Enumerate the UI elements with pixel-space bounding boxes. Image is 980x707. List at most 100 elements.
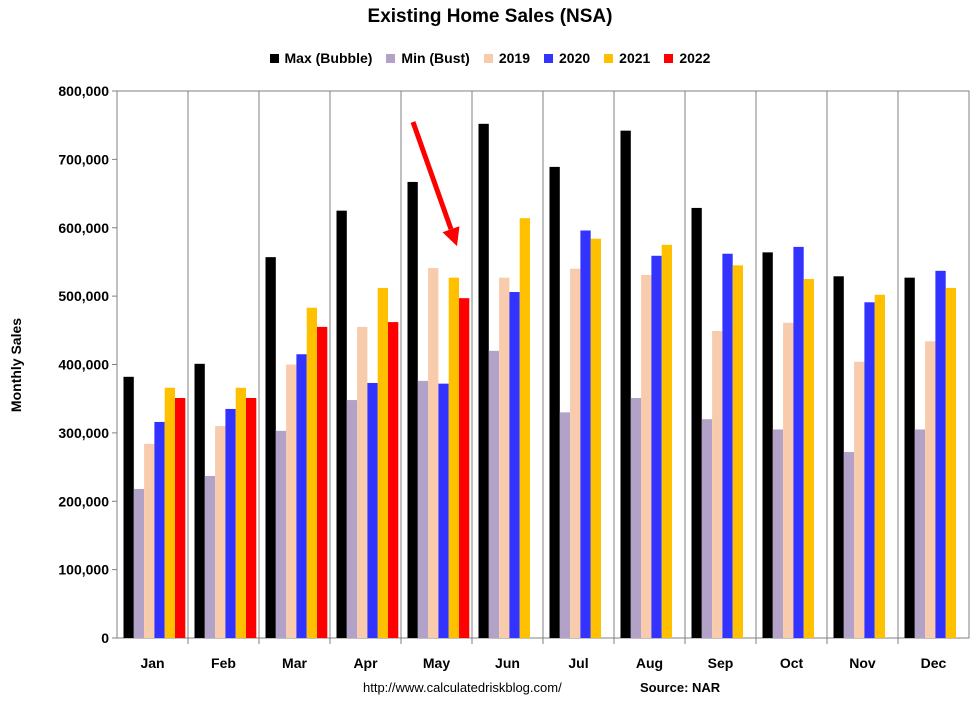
bar <box>509 292 520 638</box>
bar <box>803 279 814 638</box>
bar <box>854 361 865 638</box>
bar <box>194 363 205 638</box>
bar <box>833 276 844 638</box>
bar <box>772 429 784 638</box>
x-tick-label: Aug <box>636 655 663 671</box>
x-tick-label: Jun <box>495 655 520 671</box>
bar <box>691 207 702 638</box>
bar <box>843 452 855 638</box>
legend-swatch <box>544 53 553 63</box>
bar <box>286 364 297 638</box>
legend-label: Min (Bust) <box>401 50 470 66</box>
legend-item: 2022 <box>664 48 710 68</box>
y-tick-label: 400,000 <box>58 357 109 373</box>
bar <box>549 166 560 639</box>
bar <box>367 382 378 638</box>
legend-swatch <box>604 53 614 63</box>
bar <box>204 475 216 638</box>
bar <box>459 298 470 638</box>
bar <box>336 210 347 638</box>
bar <box>570 268 581 638</box>
legend-item: 2020 <box>544 48 590 68</box>
legend-item: 2021 <box>604 48 650 68</box>
bar <box>225 408 236 638</box>
x-tick-label: Sep <box>708 655 734 671</box>
legend-label: 2019 <box>498 50 530 66</box>
legend-label: 2022 <box>679 50 711 66</box>
bar <box>144 443 155 638</box>
bar <box>925 341 936 638</box>
legend-item: Min (Bust) <box>386 48 470 68</box>
legend-item: 2019 <box>483 48 530 68</box>
bar <box>478 123 489 638</box>
x-tick-label: Apr <box>353 655 378 671</box>
bar <box>448 277 459 638</box>
x-tick-label: Jan <box>140 655 164 671</box>
bar <box>630 398 642 638</box>
bar <box>407 181 418 638</box>
bar <box>590 238 601 638</box>
bar <box>175 398 186 638</box>
bar <box>701 419 713 638</box>
bar <box>377 287 388 638</box>
bar <box>306 307 317 638</box>
bar <box>123 376 134 638</box>
bar <box>154 421 165 638</box>
bar <box>235 387 246 638</box>
bar <box>519 218 530 639</box>
bar <box>651 255 662 638</box>
y-tick-label: 100,000 <box>58 562 109 578</box>
bar <box>722 253 733 639</box>
bar <box>783 322 794 638</box>
bar <box>133 488 145 638</box>
bar <box>914 429 926 638</box>
x-tick-label: Nov <box>849 655 876 671</box>
bar <box>417 380 429 638</box>
y-tick-label: 700,000 <box>58 151 109 167</box>
x-tick-label: May <box>423 655 450 671</box>
bar <box>762 252 773 639</box>
annotation-arrow <box>410 121 460 247</box>
x-tick-label: Dec <box>921 655 947 671</box>
bar <box>346 400 358 638</box>
y-tick-label: 500,000 <box>58 288 109 304</box>
bar <box>357 326 368 638</box>
bar <box>864 302 875 638</box>
bar <box>793 246 804 638</box>
y-tick-label: 300,000 <box>58 425 109 441</box>
bar <box>580 230 591 639</box>
legend-label: Max (Bubble) <box>284 50 373 66</box>
legend: Max (Bubble) Min (Bust) 2019 2020 2021 2022 <box>0 48 980 68</box>
bar <box>904 277 915 638</box>
bar <box>641 274 652 638</box>
bar <box>559 412 571 638</box>
bar <box>388 322 399 638</box>
bar <box>712 330 723 638</box>
y-tick-label: 800,000 <box>58 83 109 99</box>
bar <box>874 294 885 638</box>
bar <box>488 350 500 638</box>
legend-swatch <box>483 53 493 63</box>
bar <box>935 270 946 638</box>
x-tick-label: Mar <box>282 655 307 671</box>
source-url[interactable]: http://www.calculatedriskblog.com/ <box>363 680 562 695</box>
bar <box>661 244 672 638</box>
x-tick-label: Feb <box>211 655 236 671</box>
legend-swatch <box>269 53 279 63</box>
bar <box>164 387 175 638</box>
bar <box>732 265 743 638</box>
bar <box>246 398 257 638</box>
legend-swatch <box>664 53 674 63</box>
x-tick-label: Oct <box>780 655 804 671</box>
legend-label: 2020 <box>559 50 591 66</box>
chart-title: Existing Home Sales (NSA) <box>367 6 613 27</box>
bar <box>265 257 276 638</box>
y-tick-label: 0 <box>101 630 109 646</box>
legend-swatch <box>386 53 396 63</box>
bar <box>428 268 439 638</box>
bar <box>296 354 307 638</box>
x-tick-label: Jul <box>568 655 588 671</box>
source-credit: Source: NAR <box>640 680 721 695</box>
